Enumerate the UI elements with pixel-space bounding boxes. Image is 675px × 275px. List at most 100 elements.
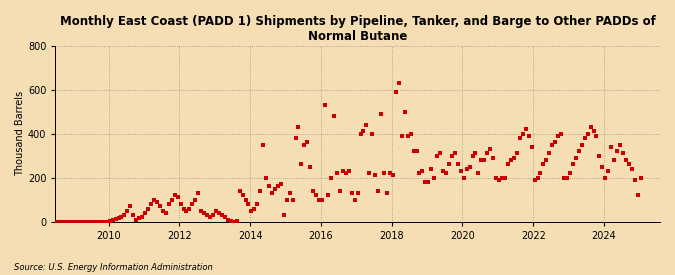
Point (494, 178, 505, 182)
Point (325, 175, 336, 180)
Point (399, 109, 410, 114)
Point (157, 208, 168, 213)
Point (437, 169, 448, 173)
Point (579, 136, 590, 140)
Point (90, 219, 101, 224)
Point (352, 191, 363, 195)
Point (523, 134, 534, 138)
Point (184, 206, 195, 211)
Point (181, 208, 192, 213)
Point (214, 211, 225, 215)
Point (588, 129, 599, 134)
Point (105, 218, 115, 223)
Point (323, 193, 333, 197)
Point (254, 189, 265, 193)
Point (385, 171, 396, 175)
Point (512, 151, 522, 156)
Point (344, 169, 354, 173)
Point (217, 213, 227, 217)
Point (116, 215, 127, 219)
Point (166, 197, 177, 202)
Point (500, 175, 510, 180)
Point (155, 204, 165, 208)
Point (222, 217, 233, 222)
Point (232, 218, 242, 223)
Point (432, 153, 443, 158)
Point (66, 219, 77, 224)
Point (122, 208, 133, 213)
Point (92, 219, 103, 224)
Point (178, 206, 189, 211)
Point (429, 175, 439, 180)
Point (263, 184, 274, 189)
Point (243, 202, 254, 206)
Point (517, 131, 528, 136)
Point (497, 175, 508, 180)
Point (252, 202, 263, 206)
Point (143, 206, 154, 211)
Point (612, 149, 622, 153)
Point (485, 147, 495, 151)
Point (520, 127, 531, 131)
Point (249, 206, 260, 211)
Point (452, 162, 463, 167)
Point (482, 151, 493, 156)
Point (302, 140, 313, 145)
Point (570, 156, 581, 160)
Point (467, 153, 478, 158)
Point (199, 211, 210, 215)
Point (491, 175, 502, 180)
Point (609, 158, 620, 162)
Point (435, 151, 446, 156)
Point (176, 202, 186, 206)
Point (228, 219, 239, 224)
Point (119, 213, 130, 217)
Point (620, 158, 631, 162)
Point (417, 169, 428, 173)
Point (81, 219, 92, 224)
Point (273, 184, 284, 189)
Point (57, 219, 68, 224)
Point (346, 191, 357, 195)
Point (605, 145, 616, 149)
Point (411, 149, 422, 153)
Point (464, 164, 475, 169)
Point (211, 208, 221, 213)
Point (60, 219, 71, 224)
Point (585, 125, 596, 129)
Point (544, 151, 555, 156)
Point (381, 191, 392, 195)
Point (503, 162, 514, 167)
Title: Monthly East Coast (PADD 1) Shipments by Pipeline, Tanker, and Barge to Other PA: Monthly East Coast (PADD 1) Shipments by… (59, 15, 655, 43)
Point (479, 158, 490, 162)
Point (462, 167, 472, 171)
Point (626, 167, 637, 171)
Point (473, 171, 484, 175)
Point (541, 158, 551, 162)
Point (134, 216, 144, 221)
Point (51, 219, 62, 224)
Point (338, 169, 348, 173)
Point (69, 219, 80, 224)
Point (340, 171, 351, 175)
Point (582, 131, 593, 136)
Point (275, 182, 286, 186)
Point (632, 193, 643, 197)
Text: Source: U.S. Energy Information Administration: Source: U.S. Energy Information Administ… (14, 263, 212, 272)
Point (320, 103, 331, 107)
Point (331, 171, 342, 175)
Point (420, 180, 431, 184)
Point (423, 180, 434, 184)
Point (594, 153, 605, 158)
Point (526, 145, 537, 149)
Point (396, 134, 407, 138)
Point (329, 114, 340, 118)
Point (96, 219, 107, 224)
Point (110, 217, 121, 221)
Point (317, 197, 327, 202)
Point (426, 167, 437, 171)
Point (553, 134, 564, 138)
Point (370, 173, 381, 178)
Point (240, 197, 251, 202)
Y-axis label: Thousand Barrels: Thousand Barrels (15, 91, 25, 176)
